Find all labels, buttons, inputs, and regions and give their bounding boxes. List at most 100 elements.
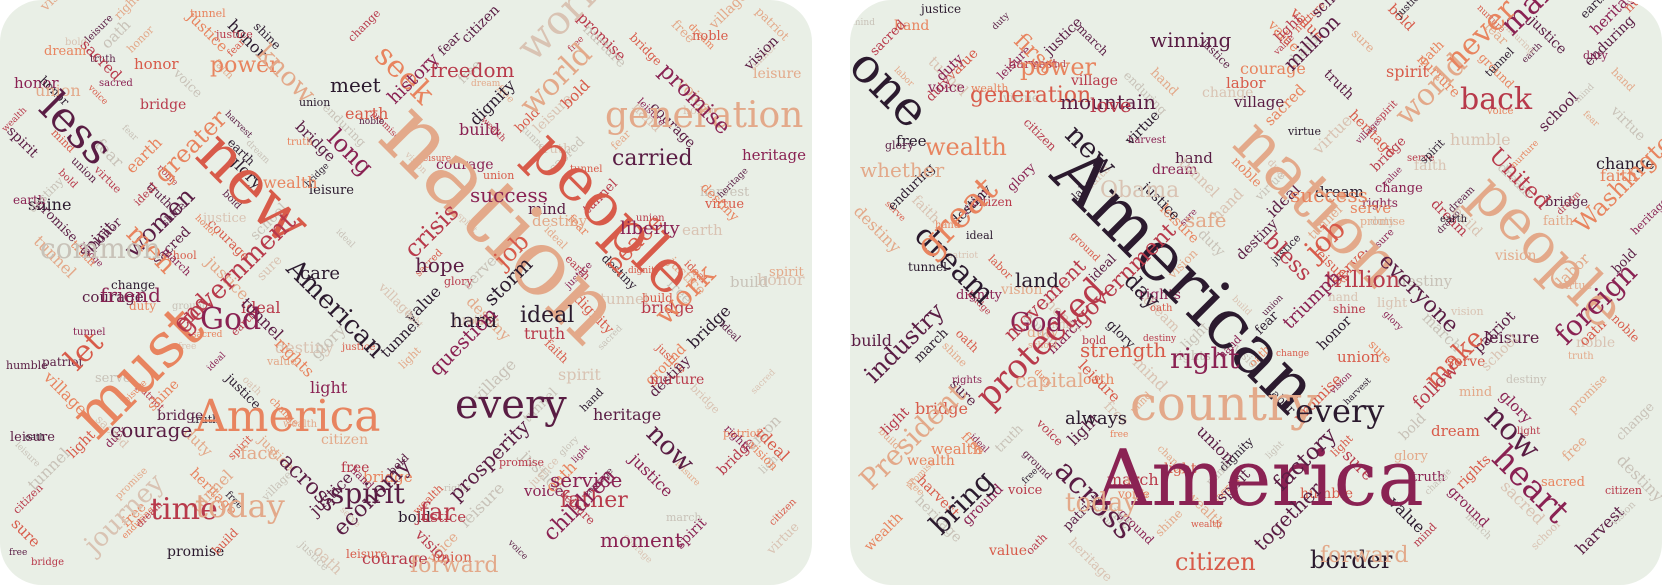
- cloud-word: love: [1090, 93, 1132, 117]
- filler-word: dream: [1315, 183, 1364, 201]
- filler-word: humble: [1300, 486, 1354, 502]
- filler-word: union: [35, 81, 81, 100]
- filler-word: leisure: [1484, 328, 1540, 347]
- filler-word: fear: [1580, 109, 1601, 130]
- filler-word: dignity: [956, 288, 1002, 303]
- cloud-word: back: [1460, 82, 1533, 117]
- filler-word: courage: [1240, 59, 1306, 78]
- filler-word: citizen: [1605, 484, 1643, 497]
- cloud-word: ideal: [520, 303, 575, 328]
- filler-word: virtue: [1559, 279, 1593, 292]
- cloud-word: country: [1130, 376, 1317, 432]
- cloud-word: safe: [1185, 208, 1227, 232]
- filler-word: ideal: [205, 350, 229, 374]
- cloud-word: success: [470, 183, 548, 207]
- filler-word: voice: [1008, 483, 1043, 498]
- filler-word: union: [483, 169, 515, 182]
- filler-word: wealth: [971, 82, 1009, 95]
- filler-word: leisure: [12, 440, 42, 470]
- cloud-word: care: [300, 263, 341, 284]
- filler-word: promise: [167, 544, 225, 560]
- filler-word: bridge: [1545, 195, 1589, 210]
- filler-word: patriot: [947, 251, 978, 261]
- filler-word: wealth: [931, 440, 983, 458]
- filler-word: ideal: [966, 229, 994, 242]
- filler-word: leisure: [309, 183, 354, 198]
- filler-word: wealth: [1191, 520, 1222, 530]
- filler-word: tunnel: [908, 260, 947, 274]
- filler-word: duty: [1583, 49, 1608, 62]
- filler-word: bold: [398, 508, 432, 526]
- filler-word: leisure: [420, 154, 452, 164]
- cloud-word: moment: [600, 528, 683, 552]
- filler-word: faith: [1414, 158, 1447, 174]
- cloud-word: one: [850, 37, 941, 140]
- filler-word: tunnel: [570, 164, 603, 175]
- cloud-word: power: [210, 53, 280, 78]
- filler-word: free: [1110, 430, 1129, 440]
- filler-word: earth: [13, 193, 46, 207]
- filler-word: light: [1377, 296, 1408, 311]
- filler-word: rights: [1172, 349, 1211, 364]
- cloud-word: common: [40, 232, 161, 265]
- filler-word: build: [209, 525, 241, 558]
- filler-word: sacred: [1541, 475, 1585, 490]
- filler-word: march: [666, 511, 702, 524]
- filler-word: harvest: [1128, 135, 1166, 146]
- filler-word: sacred: [192, 330, 223, 340]
- cloud-word: freedom: [430, 58, 515, 82]
- filler-word: school: [161, 249, 197, 262]
- cloud-word: hard: [450, 308, 498, 332]
- filler-word: honor: [134, 55, 179, 73]
- filler-word: spirit: [769, 265, 804, 280]
- filler-word: ground: [172, 301, 209, 312]
- filler-word: light: [1164, 461, 1197, 477]
- filler-word: destiny: [532, 212, 588, 230]
- filler-word: bridge: [641, 298, 694, 317]
- cloud-word: today: [195, 487, 285, 525]
- filler-word: change: [1202, 85, 1254, 101]
- filler-word: wealth: [861, 509, 907, 555]
- filler-word: mind: [852, 18, 875, 28]
- cloud-word: wealth: [925, 133, 1007, 161]
- filler-word: light: [1048, 318, 1074, 331]
- filler-word: change: [1276, 349, 1310, 359]
- cloud-word: God: [1010, 308, 1064, 338]
- filler-word: bold: [1082, 334, 1107, 347]
- filler-word: destiny: [1506, 373, 1547, 386]
- cloud-word: Obama: [1100, 178, 1180, 203]
- filler-word: promise: [1565, 371, 1610, 417]
- filler-word: truth: [524, 324, 566, 343]
- filler-word: dream: [1152, 162, 1198, 178]
- filler-word: faith: [1543, 214, 1574, 229]
- filler-word: march: [1107, 470, 1159, 489]
- filler-word: promise: [1360, 215, 1406, 228]
- filler-word: value: [267, 355, 297, 368]
- filler-word: nurture: [650, 372, 705, 388]
- filler-word: faith: [1600, 166, 1638, 185]
- filler-word: virtue: [1607, 103, 1649, 145]
- filler-word: free: [178, 342, 197, 352]
- filler-word: bridge: [363, 468, 413, 486]
- filler-word: village: [706, 0, 751, 33]
- filler-word: sure: [7, 514, 45, 551]
- filler-word: glory: [1004, 160, 1039, 195]
- filler-word: oath: [25, 433, 46, 443]
- cloud-word: carried: [612, 146, 693, 171]
- filler-word: serve: [1407, 153, 1435, 164]
- filler-word: oath: [1150, 303, 1173, 314]
- filler-word: vision: [1451, 305, 1484, 318]
- filler-word: justice: [203, 211, 247, 226]
- filler-word: union: [299, 96, 331, 109]
- filler-word: vision: [1001, 282, 1043, 298]
- filler-word: mind: [1459, 385, 1493, 400]
- filler-word: value: [989, 543, 1028, 559]
- filler-word: rights: [1139, 287, 1181, 303]
- filler-word: wealth: [907, 453, 955, 469]
- filler-word: village: [1234, 93, 1285, 111]
- word-cloud-panel-right: free spirit truth justice duty nurture noble br…: [850, 0, 1662, 585]
- filler-word: citizen: [1020, 115, 1060, 154]
- filler-word: fear: [119, 123, 140, 144]
- filler-word: free: [341, 460, 370, 476]
- filler-word: honor: [683, 104, 716, 117]
